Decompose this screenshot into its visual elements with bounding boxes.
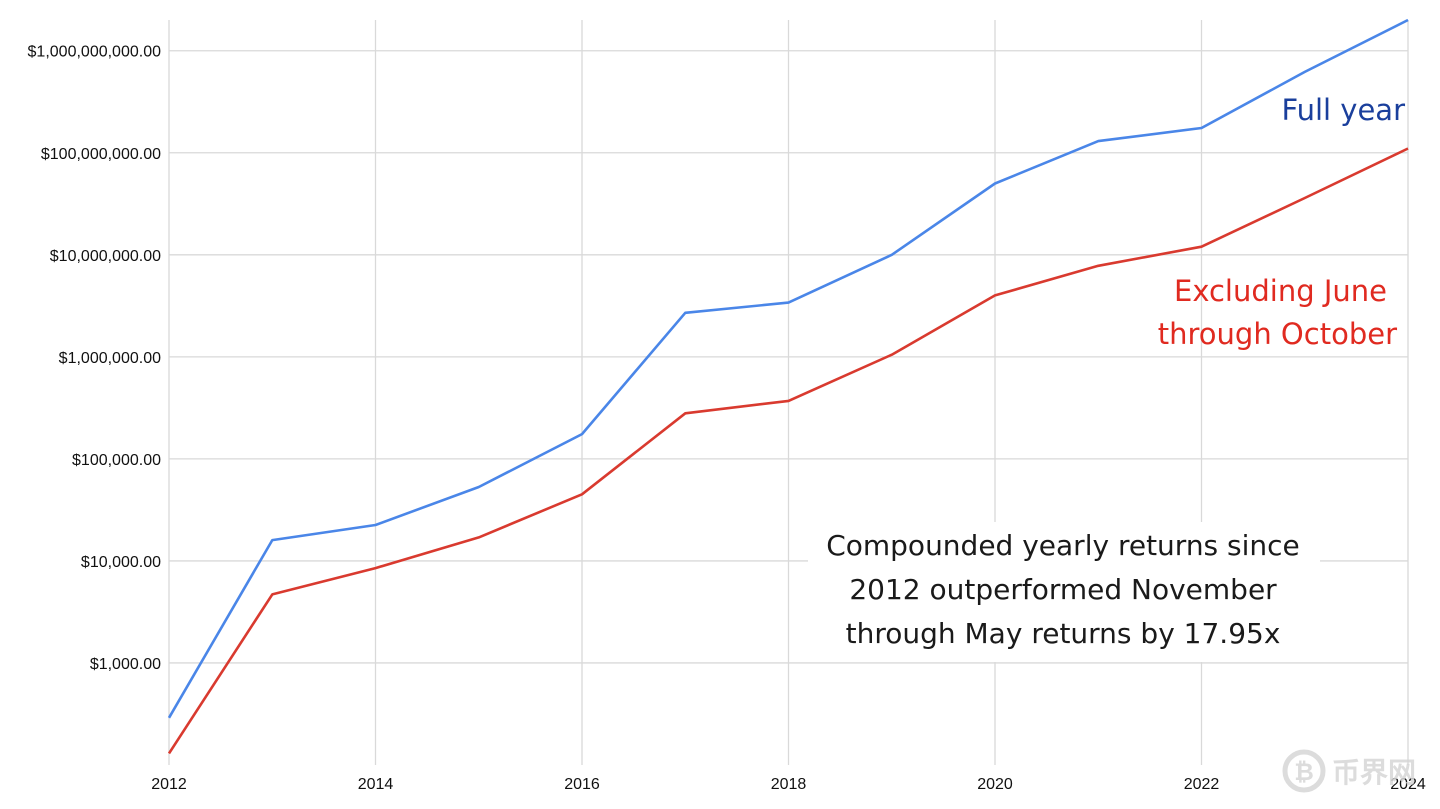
series-label-excluding-line-1: Excluding June bbox=[1174, 274, 1387, 308]
bitcoin-icon bbox=[1282, 749, 1326, 793]
annotation-line-3: through May returns by 17.95x bbox=[846, 617, 1281, 650]
x-tick-label: 2016 bbox=[564, 776, 600, 793]
x-tick-label: 2022 bbox=[1184, 776, 1220, 793]
y-tick-label: $1,000,000,000.00 bbox=[28, 44, 162, 61]
x-tick-label: 2014 bbox=[358, 776, 394, 793]
y-tick-label: $10,000.00 bbox=[81, 554, 161, 571]
annotation-line-2: 2012 outperformed November bbox=[849, 573, 1277, 606]
chart-series bbox=[167, 18, 1409, 755]
series-line-full-year bbox=[167, 18, 1409, 719]
annotation-line-1: Compounded yearly returns since bbox=[826, 529, 1300, 562]
x-tick-label: 2018 bbox=[771, 776, 807, 793]
y-tick-label: $100,000,000.00 bbox=[41, 146, 161, 163]
series-label-full-year: Full year bbox=[1281, 93, 1405, 127]
y-tick-label: $100,000.00 bbox=[72, 452, 161, 469]
y-tick-label: $1,000,000.00 bbox=[59, 350, 161, 367]
y-tick-label: $10,000,000.00 bbox=[50, 248, 161, 265]
x-tick-label: 2020 bbox=[977, 776, 1013, 793]
watermark-text: 币界网 bbox=[1332, 756, 1416, 789]
x-axis-ticks: 2012 2014 2016 2018 2020 2022 2024 bbox=[151, 776, 1426, 793]
x-tick-label: 2012 bbox=[151, 776, 187, 793]
x-tick-label: 2024 bbox=[1390, 776, 1426, 793]
watermark: ₿ 币界网 bbox=[1282, 749, 1416, 793]
series-labels: Full year Excluding June through October bbox=[1158, 93, 1405, 351]
y-axis-ticks: $1,000.00 $10,000.00 $100,000.00 $1,000,000… bbox=[28, 44, 162, 673]
annotation-box: Compounded yearly returns since 2012 out… bbox=[808, 522, 1320, 662]
series-line-excluding-june-october bbox=[167, 147, 1409, 755]
series-label-excluding-line-2: through October bbox=[1158, 317, 1397, 351]
y-tick-label: $1,000.00 bbox=[90, 656, 161, 673]
bitcoin-icon-glyph: ₿ bbox=[1294, 758, 1314, 786]
